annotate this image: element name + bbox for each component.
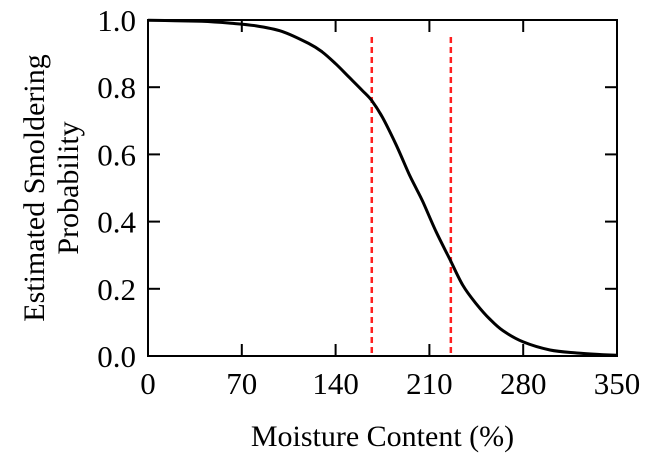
y-axis-title-line-1: Estimated Smoldering [18, 54, 51, 321]
y-tick-label: 0.0 [97, 339, 136, 374]
probability-curve [147, 18, 618, 357]
x-tick-label: 70 [226, 366, 257, 401]
y-tick-label: 0.2 [97, 272, 136, 307]
x-tick-label: 350 [594, 366, 641, 401]
x-axis-title: Moisture Content (%) [251, 420, 514, 453]
x-tick-label: 280 [500, 366, 547, 401]
y-axis-title-line-2: Probability [52, 121, 85, 254]
x-tick-label: 0 [140, 366, 156, 401]
series-layer [147, 18, 618, 357]
x-axis-ticks: 0 70 140 210 280 350 [140, 20, 640, 401]
x-tick-label: 140 [312, 366, 359, 401]
x-tick-label: 210 [406, 366, 453, 401]
y-tick-label: 0.6 [97, 137, 136, 172]
y-tick-label: 1.0 [97, 3, 136, 38]
y-tick-label: 0.4 [97, 205, 136, 240]
reference-lines [370, 37, 453, 356]
y-tick-label: 0.8 [97, 70, 136, 105]
y-axis-ticks: 0.0 0.2 0.4 0.6 0.8 1.0 [97, 3, 617, 374]
plot-frame [147, 19, 618, 357]
